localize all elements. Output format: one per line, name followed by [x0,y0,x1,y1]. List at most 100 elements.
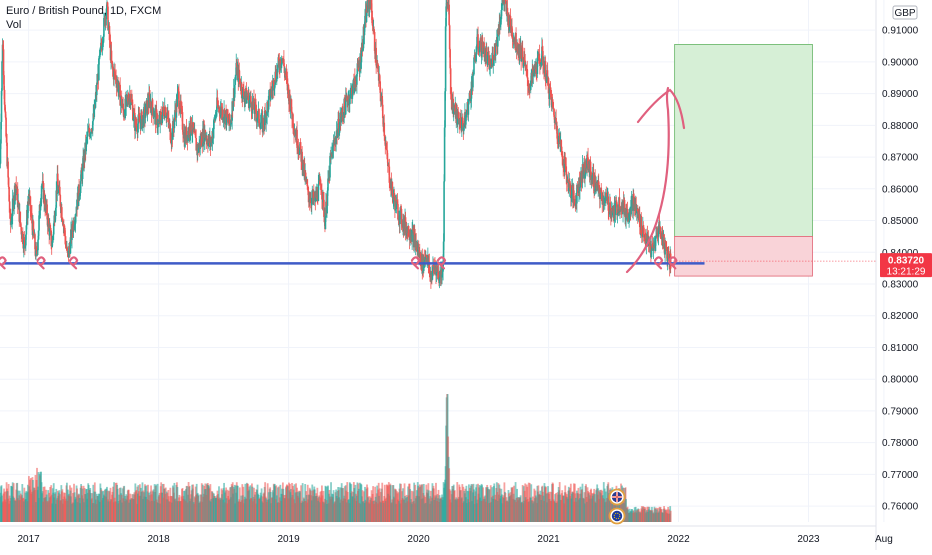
candle-body-1082 [547,78,550,94]
candle-body-1010 [511,26,513,38]
candle-body-1085 [549,87,551,89]
candle-body-1060 [536,57,539,75]
candle-body-1104 [558,132,561,145]
candle-body-520 [262,118,265,125]
candle-body-19 [8,201,11,213]
candle-body-1204 [609,202,612,214]
target-arrow-annotation[interactable] [625,86,686,274]
candle-body-791 [400,208,402,209]
price-tick-7: 0.85000 [882,216,919,227]
candle-body-25 [11,198,14,217]
candle-body-11 [4,111,7,118]
candle-body-1133 [573,198,576,201]
candle-body-913 [462,118,464,126]
currency-badge[interactable]: GBP [892,5,918,20]
candle-body-221 [111,61,113,64]
volume-bar-17 [7,483,10,522]
candle-body-591 [298,147,301,155]
candle-body-1202 [608,211,611,213]
chart-legend[interactable]: Euro / British Pound, 1D, FXCM Vol [6,4,161,32]
candle-body-538 [271,83,274,91]
time-axis[interactable]: 2017 2018 2019 2020 2021 2022 2023 Aug [0,525,893,545]
candle-body-360 [181,112,184,130]
candle-body-921 [466,111,468,114]
volume-indicator-label[interactable]: Vol [6,19,22,31]
candle-body-813 [411,229,413,242]
candle-body-322 [162,106,165,111]
candle-body-247 [124,98,127,119]
candle-body-455 [229,124,232,126]
candle-body-316 [159,112,161,125]
target-zone[interactable] [674,44,813,237]
candle-body-1132 [573,190,575,199]
candle-body-551 [278,60,281,68]
candle-body-1177 [595,182,598,184]
candle-body-580 [293,129,295,135]
candle-body-126 [63,224,65,228]
candle-body-1313 [664,242,667,244]
candle-body-427 [215,111,218,116]
candle-body-519 [262,118,264,133]
stop-zone[interactable] [674,236,813,277]
candle-body-341 [172,121,174,140]
candle-body-1196 [605,192,608,197]
candle-body-357 [180,100,182,109]
candle-body-1165 [589,161,592,172]
candle-body-881 [445,2,448,7]
candle-body-386 [194,134,197,138]
candle-body-272 [137,123,139,133]
candle-body-76 [37,230,40,240]
candle-body-142 [71,224,73,241]
economic-event-icons[interactable] [608,488,626,525]
candle-body-255 [128,98,131,105]
candle-body-1004 [508,14,510,31]
time-tick-2: 2019 [277,534,300,545]
candle-body-729 [368,0,371,9]
candle-body-14 [6,142,8,167]
candle-body-82 [40,185,43,200]
time-tick-7: Aug [875,534,893,545]
candle-body-1275 [645,238,648,245]
candle-body-739 [373,32,376,52]
symbol-title[interactable]: Euro / British Pound, 1D, FXCM [6,5,162,17]
candle-body-501 [253,98,255,110]
candle-body-429 [216,97,219,106]
candle-body-1190 [602,195,605,204]
price-tick-12: 0.80000 [882,375,919,386]
candle-body-118 [59,186,61,196]
candle-body-854 [432,264,434,274]
candle-body-212 [106,2,109,7]
candle-body-468 [236,67,239,75]
candle-body-234 [117,89,120,93]
arrow-head [636,88,686,130]
candle-body-361 [182,129,184,135]
candle-body-736 [372,26,374,31]
candle-body-634 [320,189,323,192]
candle-body-934 [472,74,475,76]
candle-body-924 [467,103,470,115]
candle-body-1115 [564,156,567,165]
candle-body-705 [356,63,359,74]
candle-body-554 [280,59,282,67]
candle-body-603 [304,172,307,177]
candle-body-657 [332,144,334,158]
candle-body-1125 [569,183,572,186]
candle-body-1184 [599,193,602,200]
candle-body-730 [369,0,371,2]
candle-body-1087 [550,94,552,97]
candle-body-534 [269,95,272,100]
candle-body-1166 [590,171,592,180]
candle-body-647 [327,178,329,191]
flag-eu-icon[interactable] [608,507,626,525]
candle-body-582 [294,132,296,136]
candle-body-450 [227,116,229,122]
time-tick-0: 2017 [17,534,40,545]
candle-body-758 [383,122,386,137]
candle-body-668 [337,118,340,136]
candle-body-202 [101,44,104,50]
flag-gb-icon[interactable] [608,488,626,506]
candle-body-229 [115,76,117,83]
candle-body-496 [250,102,253,112]
candle-body-156 [78,184,80,197]
